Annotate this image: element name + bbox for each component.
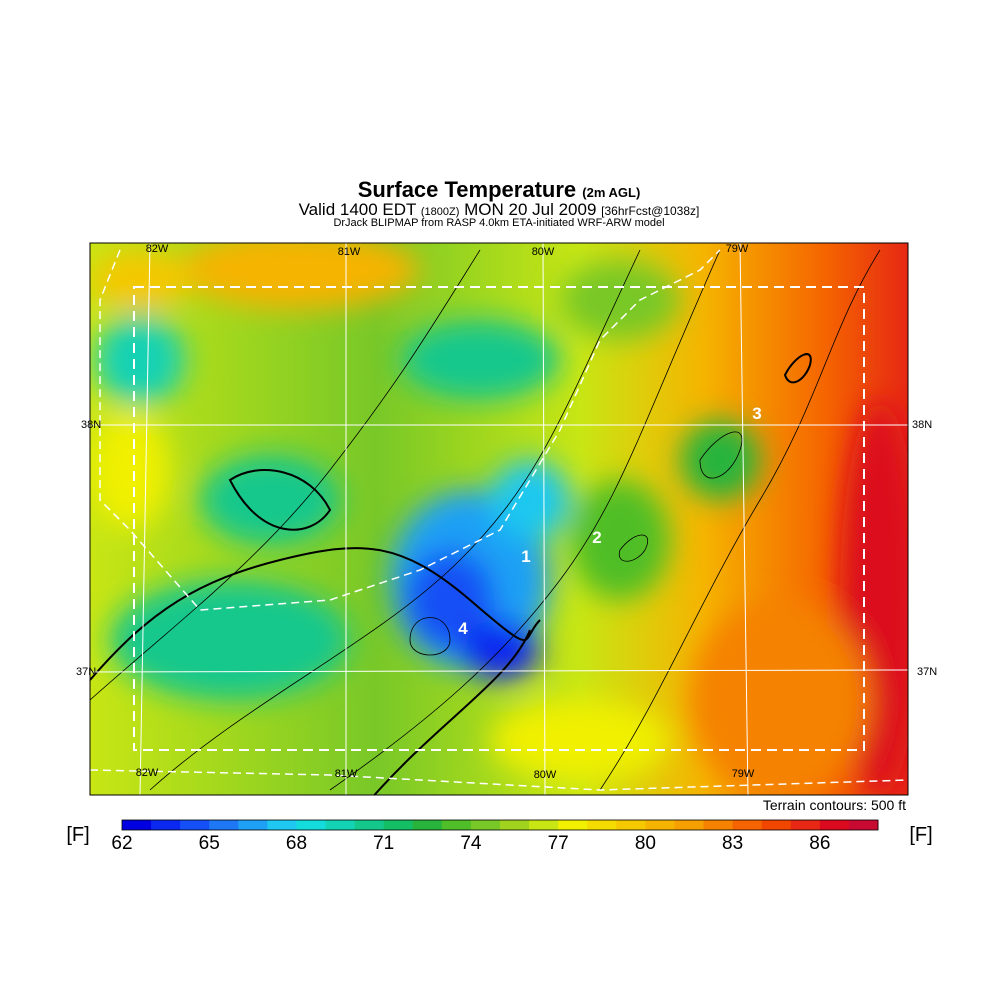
colorbar-swatch xyxy=(209,820,239,830)
colorbar-tick-label: 62 xyxy=(111,833,132,854)
colorbar-tick-label: 71 xyxy=(373,833,394,854)
colorbar-swatch xyxy=(151,820,181,830)
colorbar-swatch xyxy=(267,820,297,830)
colorbar-swatch xyxy=(122,820,152,830)
site-label: 2 xyxy=(592,528,601,547)
valid: Valid 1400 EDT xyxy=(299,200,417,219)
site-label: 3 xyxy=(752,404,761,423)
colorbar-swatch xyxy=(616,820,646,830)
colorbar-swatch xyxy=(848,820,879,830)
terrain-contours-bold xyxy=(90,353,812,795)
colorbar-swatch xyxy=(732,820,763,830)
colorbar-swatch xyxy=(761,820,792,830)
lon-label: 79W xyxy=(726,243,749,255)
colorbar-tick-label: 68 xyxy=(286,833,307,854)
unit-label: [F] xyxy=(909,824,932,846)
colorbar-swatch xyxy=(790,820,821,830)
title: Surface Temperature (2m AGL) xyxy=(358,177,641,202)
colorbar-tick-label: 86 xyxy=(809,833,830,854)
valid-z: (1800Z) xyxy=(421,206,460,218)
title-note: (2m AGL) xyxy=(582,185,640,200)
colorbar-swatch xyxy=(529,820,559,830)
site-label: 1 xyxy=(521,547,530,566)
colorbar: 62 65 68 71 74 77 80 83 86 xyxy=(111,819,879,854)
lon-label: 81W xyxy=(338,246,361,258)
unit-label: [F] xyxy=(66,824,89,846)
site-labels: 1 2 3 4 xyxy=(458,404,761,638)
colorbar-swatch xyxy=(500,820,530,830)
date: MON 20 Jul 2009 xyxy=(464,200,596,219)
graticule xyxy=(90,243,908,795)
colorbar-swatch xyxy=(819,820,850,830)
colorbar-swatch xyxy=(587,820,617,830)
colorbar-swatch xyxy=(558,820,588,830)
colorbar-tick-label: 74 xyxy=(460,833,482,854)
colorbar-swatch xyxy=(645,820,675,830)
lon-label: 79W xyxy=(732,768,755,780)
lon-label: 80W xyxy=(532,246,555,258)
lon-label: 80W xyxy=(534,769,557,781)
lon-label: 81W xyxy=(335,768,358,780)
map-frame xyxy=(89,242,909,796)
colorbar-swatch xyxy=(674,820,705,830)
colorbar-tick-label: 65 xyxy=(199,833,220,854)
colorbar-tick-label: 83 xyxy=(722,833,743,854)
terrain-contours xyxy=(90,249,881,791)
colorbar-swatch xyxy=(470,820,501,830)
colorbar-swatch xyxy=(325,820,356,830)
colorbar-tick-label: 77 xyxy=(548,833,569,854)
lon-label: 82W xyxy=(136,767,159,779)
lat-label: 38N xyxy=(912,419,932,431)
terrain-note: Terrain contours: 500 ft xyxy=(763,797,906,813)
colorbar-swatch xyxy=(703,820,734,830)
colorbar-swatch xyxy=(383,820,414,830)
field-blobs xyxy=(90,243,908,795)
forecast: [36hrFcst@1038z] xyxy=(601,204,699,218)
colorbar-swatch xyxy=(412,820,443,830)
lat-label: 37N xyxy=(76,666,96,678)
coordinate-labels: 82W 81W 80W 79W 82W 81W 80W 79W 38N 38N … xyxy=(76,243,937,781)
lon-label: 82W xyxy=(146,243,169,255)
state-borders xyxy=(90,249,908,791)
colorbar-swatch xyxy=(238,820,268,830)
subtitle: Valid 1400 EDT (1800Z) MON 20 Jul 2009 [… xyxy=(299,200,700,219)
lat-label: 37N xyxy=(917,666,937,678)
temperature-field xyxy=(90,243,908,795)
colorbar-tick-label: 80 xyxy=(635,833,656,854)
title-text: Surface Temperature xyxy=(358,177,576,202)
source: DrJack BLIPMAP from RASP 4.0km ETA-initi… xyxy=(333,217,664,229)
colorbar-swatch xyxy=(354,820,385,830)
colorbar-swatch xyxy=(296,820,327,830)
colorbar-swatch xyxy=(180,820,210,830)
domain-border xyxy=(133,286,865,751)
site-label: 4 xyxy=(458,619,468,638)
lat-label: 38N xyxy=(81,419,101,431)
colorbar-frame xyxy=(121,819,879,831)
colorbar-swatch xyxy=(441,820,472,830)
